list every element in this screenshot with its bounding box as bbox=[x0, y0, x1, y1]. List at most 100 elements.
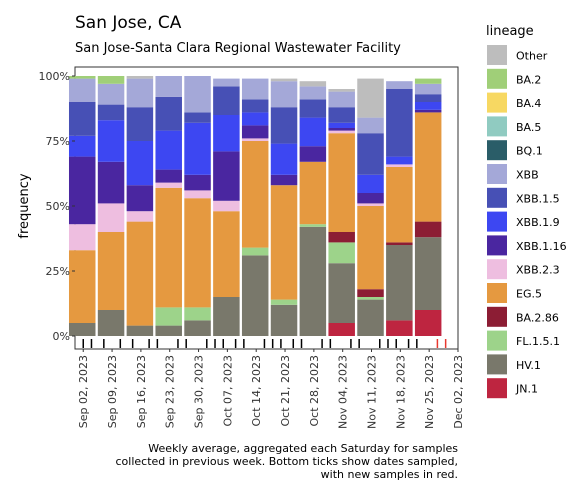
x-tick-label: Oct 21, 2023 bbox=[279, 355, 292, 427]
bar-segment-XBB.2.3-2023-10-07 bbox=[213, 200, 240, 212]
bar-segment-XBB.1.5-2023-09-16 bbox=[126, 107, 154, 141]
caption-line-1: Weekly average, aggregated each Saturday… bbox=[148, 442, 458, 455]
bar-segment-EG.5-2023-10-28 bbox=[299, 161, 327, 225]
bar-segment-BA.2.86-2023-11-25 bbox=[414, 221, 442, 238]
legend-item-JN.1: JN.1 bbox=[487, 378, 538, 399]
bar-segment-EG.5-2023-09-30 bbox=[184, 198, 211, 308]
bar-week-2023-09-02 bbox=[68, 76, 96, 336]
bar-segment-EG.5-2023-11-25 bbox=[414, 112, 442, 222]
legend-item-FL.1.5.1: FL.1.5.1 bbox=[487, 330, 560, 351]
legend-title: lineage bbox=[486, 24, 534, 39]
legend-label: XBB.1.9 bbox=[516, 216, 560, 229]
bar-segment-XBB.1.16-2023-11-25 bbox=[414, 109, 442, 113]
bar-segment-XBB.1.5-2023-10-21 bbox=[270, 107, 298, 144]
bar-week-2023-11-18 bbox=[386, 81, 413, 336]
bar-week-2023-11-11 bbox=[357, 78, 384, 336]
bar-segment-BA.2-2023-09-02 bbox=[68, 76, 96, 79]
legend-label: BQ.1 bbox=[516, 145, 543, 158]
bar-segment-FL.1.5.1-2023-09-23 bbox=[155, 307, 182, 326]
x-tick-label: Nov 11, 2023 bbox=[366, 355, 379, 429]
legend-swatch bbox=[487, 283, 507, 303]
y-tick-label: 25% bbox=[46, 265, 70, 278]
bar-segment-BA.2.86-2023-11-18 bbox=[386, 242, 413, 245]
bar-segment-XBB-2023-11-11 bbox=[357, 117, 384, 134]
bar-week-2023-11-04 bbox=[328, 89, 355, 336]
bar-segment-HV.1-2023-10-14 bbox=[241, 255, 269, 336]
bar-segment-HV.1-2023-11-25 bbox=[414, 237, 442, 310]
bar-segment-EG.5-2023-10-07 bbox=[213, 211, 240, 297]
bar-segment-XBB.1.16-2023-10-07 bbox=[213, 151, 240, 201]
bar-segment-XBB-2023-11-18 bbox=[386, 81, 413, 89]
bar-segment-EG.5-2023-10-21 bbox=[270, 185, 298, 300]
bar-segment-XBB.1.5-2023-10-28 bbox=[299, 99, 327, 118]
bar-segment-XBB.2.3-2023-09-09 bbox=[97, 203, 125, 232]
y-axis-label: frequency bbox=[17, 173, 32, 239]
bar-week-2023-11-25 bbox=[414, 78, 442, 336]
bar-segment-XBB.2.3-2023-09-30 bbox=[184, 190, 211, 199]
bar-segment-HV.1-2023-09-16 bbox=[126, 325, 154, 336]
bar-segment-HV.1-2023-09-02 bbox=[68, 323, 96, 336]
legend-label: BA.2.86 bbox=[516, 311, 559, 324]
bar-week-2023-09-23 bbox=[155, 76, 182, 336]
legend-label: XBB bbox=[516, 169, 539, 182]
legend-item-Other: Other bbox=[487, 45, 548, 65]
legend-item-XBB.1.5: XBB.1.5 bbox=[487, 187, 560, 208]
bar-segment-HV.1-2023-10-07 bbox=[213, 297, 240, 336]
legend-label: XBB.1.16 bbox=[516, 240, 567, 253]
bar-segment-XBB.1.5-2023-11-25 bbox=[414, 94, 442, 102]
legend-label: HV.1 bbox=[516, 359, 541, 372]
bar-segment-XBB.1.5-2023-11-04 bbox=[328, 107, 355, 123]
bar-segment-XBB.2.3-2023-11-04 bbox=[328, 130, 355, 134]
x-tick-label: Sep 02, 2023 bbox=[77, 355, 90, 428]
bar-segment-XBB.1.16-2023-09-02 bbox=[68, 156, 96, 225]
legend-item-BA.4: BA.4 bbox=[487, 92, 541, 113]
bar-segment-FL.1.5.1-2023-11-04 bbox=[328, 242, 355, 264]
bar-segment-XBB.1.9-2023-09-23 bbox=[155, 130, 182, 170]
legend-swatch bbox=[487, 116, 507, 137]
bar-segment-XBB.1.9-2023-09-30 bbox=[184, 122, 211, 175]
bar-segment-XBB.1.9-2023-09-09 bbox=[97, 120, 125, 162]
legend-label: EG.5 bbox=[516, 288, 542, 301]
x-tick-label: Sep 16, 2023 bbox=[135, 355, 148, 428]
bar-week-2023-09-16 bbox=[126, 76, 154, 336]
chart-title: San Jose, CA bbox=[75, 13, 182, 33]
caption-line-2: collected in previous week. Bottom ticks… bbox=[116, 455, 459, 468]
x-tick-label: Oct 07, 2023 bbox=[221, 355, 234, 427]
bar-segment-EG.5-2023-09-09 bbox=[97, 232, 125, 310]
bar-segment-XBB-2023-10-07 bbox=[213, 78, 240, 87]
legend-item-HV.1: HV.1 bbox=[487, 354, 541, 375]
legend-swatch bbox=[487, 164, 507, 184]
legend-label: XBB.1.5 bbox=[516, 192, 560, 205]
bar-segment-EG.5-2023-09-16 bbox=[126, 221, 154, 326]
legend-swatch bbox=[487, 235, 507, 256]
y-tick-label: 50% bbox=[46, 200, 70, 213]
bar-segment-EG.5-2023-10-14 bbox=[241, 141, 269, 248]
bar-segment-FL.1.5.1-2023-10-14 bbox=[241, 247, 269, 256]
legend-swatch bbox=[487, 330, 507, 351]
bar-segment-HV.1-2023-09-09 bbox=[97, 310, 125, 336]
x-tick-label: Nov 18, 2023 bbox=[394, 355, 407, 429]
bar-segment-XBB.1.5-2023-09-23 bbox=[155, 96, 182, 131]
legend-swatch bbox=[487, 68, 507, 89]
bar-week-2023-09-30 bbox=[184, 76, 211, 336]
bar-segment-XBB-2023-10-14 bbox=[241, 78, 269, 100]
legend-swatch bbox=[487, 140, 507, 161]
bar-segment-XBB.1.16-2023-10-28 bbox=[299, 146, 327, 162]
bar-segment-HV.1-2023-11-18 bbox=[386, 245, 413, 321]
legend-item-BA.2: BA.2 bbox=[487, 68, 541, 89]
bar-segment-XBB.2.3-2023-09-02 bbox=[68, 224, 96, 251]
bar-segment-XBB.1.16-2023-09-23 bbox=[155, 169, 182, 183]
bar-segment-FL.1.5.1-2023-10-28 bbox=[299, 224, 327, 227]
bar-segment-XBB-2023-09-09 bbox=[97, 83, 125, 105]
bar-segment-XBB.1.5-2023-11-18 bbox=[386, 89, 413, 157]
bar-segment-BA.2.86-2023-11-04 bbox=[328, 232, 355, 243]
legend-swatch bbox=[487, 306, 507, 327]
bar-segment-EG.5-2023-09-02 bbox=[68, 250, 96, 323]
legend-swatch bbox=[487, 45, 507, 65]
bar-segment-EG.5-2023-09-23 bbox=[155, 187, 182, 308]
legend-item-BA.2.86: BA.2.86 bbox=[487, 306, 559, 327]
bar-segment-XBB-2023-09-16 bbox=[126, 78, 154, 108]
x-tick-label: Sep 09, 2023 bbox=[106, 355, 119, 428]
bar-segment-XBB.2.3-2023-09-23 bbox=[155, 182, 182, 188]
